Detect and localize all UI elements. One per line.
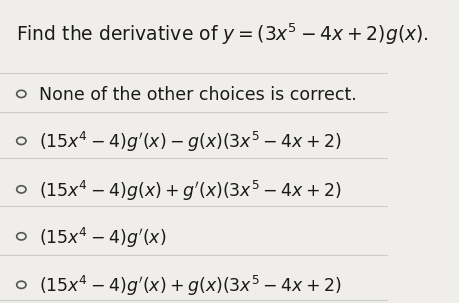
Text: $(15x^4 - 4)g'(x) - g(x)(3x^5 - 4x + 2)$: $(15x^4 - 4)g'(x) - g(x)(3x^5 - 4x + 2)$ <box>39 130 341 155</box>
Text: None of the other choices is correct.: None of the other choices is correct. <box>39 86 357 105</box>
Text: $(15x^4 - 4)g(x) + g'(x)(3x^5 - 4x + 2)$: $(15x^4 - 4)g(x) + g'(x)(3x^5 - 4x + 2)$ <box>39 179 341 203</box>
Text: $(15x^4 - 4)g'(x)$: $(15x^4 - 4)g'(x)$ <box>39 226 166 250</box>
Text: $(15x^4 - 4)g'(x) + g(x)(3x^5 - 4x + 2)$: $(15x^4 - 4)g'(x) + g(x)(3x^5 - 4x + 2)$ <box>39 274 341 298</box>
Text: Find the derivative of $y = (3x^5 - 4x + 2)g(x).$: Find the derivative of $y = (3x^5 - 4x +… <box>16 21 428 47</box>
